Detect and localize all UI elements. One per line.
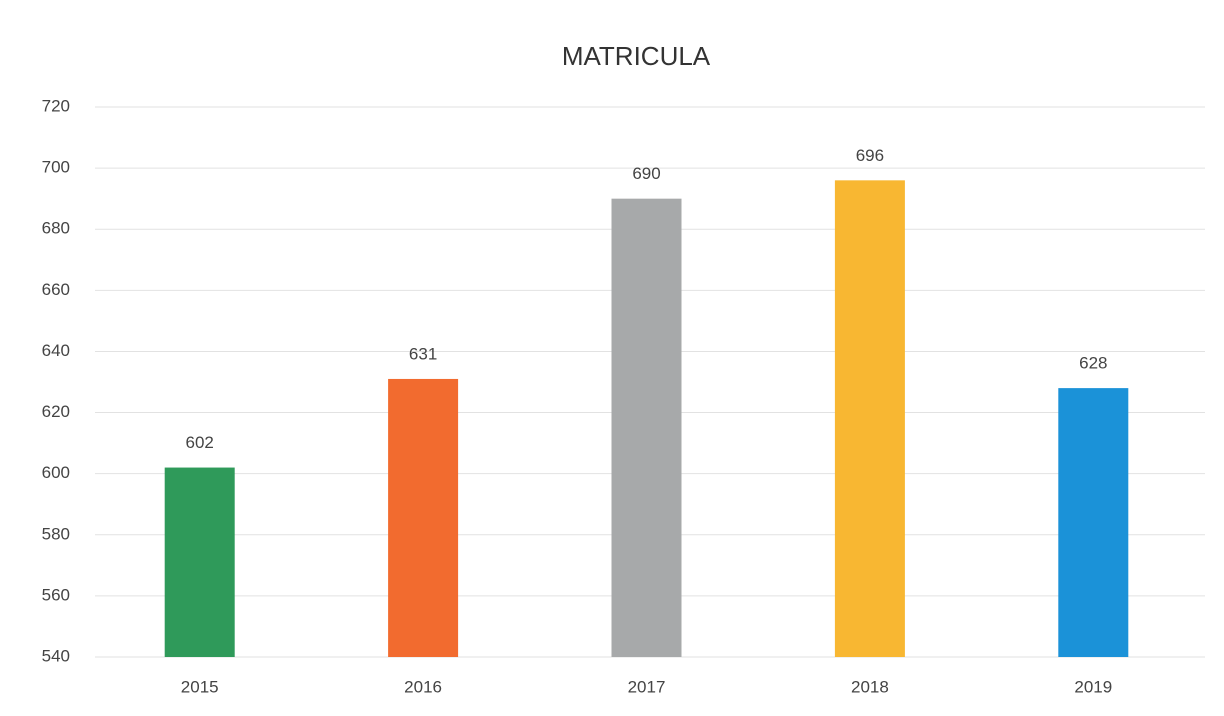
y-tick-label: 620 — [42, 402, 70, 421]
x-tick-label: 2016 — [404, 677, 442, 696]
bar — [611, 198, 682, 657]
y-tick-label: 660 — [42, 280, 70, 299]
data-label: 628 — [1079, 354, 1107, 373]
data-label: 602 — [186, 433, 214, 452]
y-tick-label: 580 — [42, 524, 70, 543]
y-tick-label: 680 — [42, 219, 70, 238]
x-tick-label: 2019 — [1074, 677, 1112, 696]
bar — [164, 467, 235, 657]
bar — [834, 180, 905, 658]
data-label: 696 — [856, 146, 884, 165]
y-tick-label: 720 — [42, 96, 70, 115]
y-tick-label: 560 — [42, 585, 70, 604]
bar — [388, 378, 459, 657]
chart-title: MATRICULA — [562, 41, 711, 71]
data-label: 690 — [632, 164, 660, 183]
x-tick-label: 2018 — [851, 677, 889, 696]
data-label: 631 — [409, 344, 437, 363]
y-tick-label: 540 — [42, 646, 70, 665]
x-tick-label: 2017 — [628, 677, 666, 696]
x-tick-label: 2015 — [181, 677, 219, 696]
y-tick-label: 600 — [42, 463, 70, 482]
y-tick-label: 700 — [42, 158, 70, 177]
y-tick-label: 640 — [42, 341, 70, 360]
bar — [1058, 388, 1129, 657]
